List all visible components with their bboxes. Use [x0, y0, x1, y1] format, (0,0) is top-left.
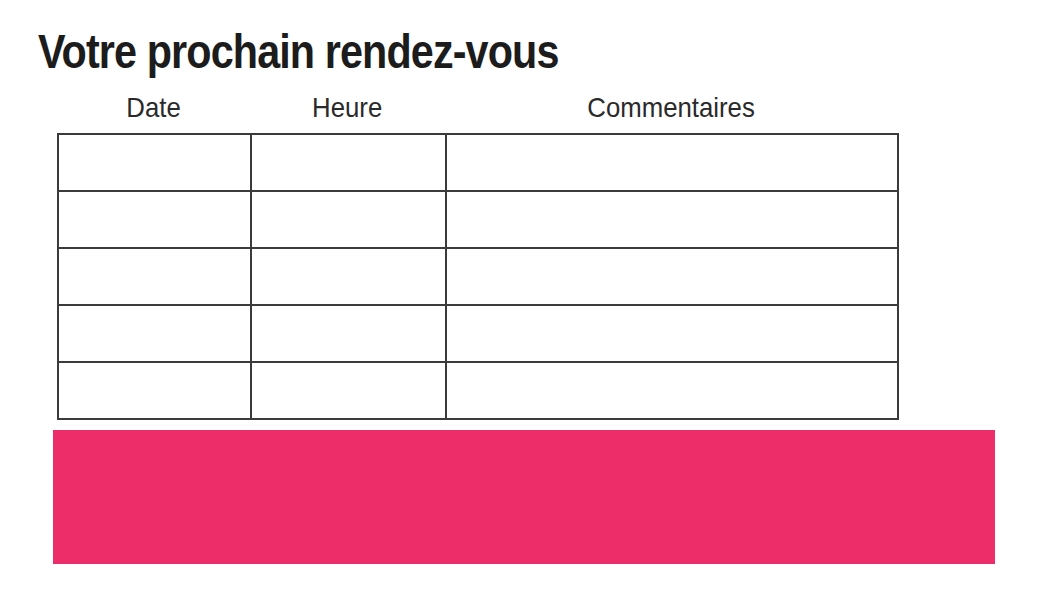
table-cell	[251, 248, 446, 305]
table-cell	[58, 134, 251, 191]
table-row	[58, 305, 898, 362]
table-cell	[446, 191, 898, 248]
column-header-heure-label: Heure	[312, 92, 382, 124]
table-cell	[446, 248, 898, 305]
page-title: Votre prochain rendez-vous	[38, 24, 558, 79]
accent-bar	[53, 430, 995, 564]
appointment-table	[57, 133, 899, 420]
table-cell	[58, 305, 251, 362]
column-header-date-label: Date	[126, 92, 180, 124]
table-row	[58, 134, 898, 191]
table-row	[58, 191, 898, 248]
table-cell	[446, 134, 898, 191]
table-body	[58, 134, 898, 419]
column-header-commentaires-label: Commentaires	[587, 92, 754, 124]
table-cell	[58, 191, 251, 248]
column-header-heure: Heure	[250, 92, 445, 124]
table-cell	[446, 362, 898, 419]
column-header-commentaires: Commentaires	[445, 92, 897, 124]
table-cell	[58, 248, 251, 305]
table-cell	[58, 362, 251, 419]
table-cell	[446, 305, 898, 362]
table-row	[58, 248, 898, 305]
table-cell	[251, 191, 446, 248]
column-header-date: Date	[57, 92, 250, 124]
table-cell	[251, 134, 446, 191]
table-cell	[251, 362, 446, 419]
table-header-row: Date Heure Commentaires	[57, 92, 897, 124]
table-cell	[251, 305, 446, 362]
table-row	[58, 362, 898, 419]
